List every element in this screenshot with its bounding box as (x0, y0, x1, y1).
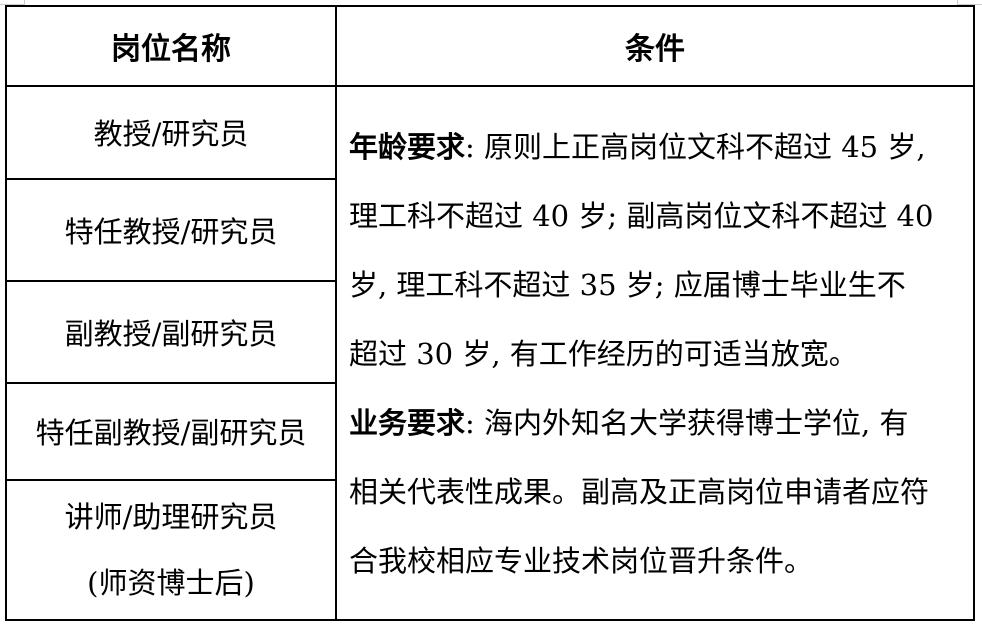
business-requirement-text: : 海内外知名大学获得博士学位, 有 (465, 406, 909, 441)
conditions-cell: 年龄要求: 原则上正高岗位文科不超过 45 岁, 理工科不超过 40 岁; 副高… (335, 85, 975, 621)
business-requirement-text: 相关代表性成果。副高及正高岗位申请者应符 (349, 475, 930, 510)
position-cell: 讲师/助理研究员 (师资博士后) (5, 478, 337, 622)
position-cell: 特任教授/研究员 (5, 177, 337, 282)
table-row: 讲师/助理研究员 (师资博士后) (5, 478, 974, 622)
business-requirement-text: 合我校相应专业技术岗位晋升条件。 (349, 544, 814, 579)
business-requirement-label: 业务要求 (349, 406, 466, 441)
age-requirement-label: 年龄要求 (349, 130, 466, 165)
age-requirement-line: 年龄要求: 原则上正高岗位文科不超过 45 岁, (349, 113, 965, 182)
business-requirement-line: 业务要求: 海内外知名大学获得博士学位, 有 (349, 389, 965, 458)
header-conditions: 条件 (335, 4, 975, 88)
position-cell: 特任副教授/副研究员 (5, 382, 337, 481)
age-requirement-text: 理工科不超过 40 岁; 副高岗位文科不超过 40 (349, 199, 934, 234)
header-row: 岗位名称 条件 (5, 4, 975, 88)
page-corner-mark (0, 0, 25, 5)
page-corner-mark (957, 0, 982, 5)
age-requirement-text: 岁, 理工科不超过 35 岁; 应届博士毕业生不 (349, 268, 906, 303)
position-conditions-table: 岗位名称 条件 教授/研究员 年龄要求: 原则上正高岗位文科不超过 45 岁, … (5, 4, 975, 622)
table-row: 特任教授/研究员 (5, 177, 974, 282)
table-row: 特任副教授/副研究员 (5, 382, 974, 481)
header-position: 岗位名称 (5, 4, 337, 88)
table-row: 副教授/副研究员 (5, 279, 974, 385)
table-row: 教授/研究员 年龄要求: 原则上正高岗位文科不超过 45 岁, 理工科不超过 4… (5, 85, 975, 621)
age-requirement-text: : 原则上正高岗位文科不超过 45 岁, (465, 130, 926, 165)
position-cell: 副教授/副研究员 (5, 279, 337, 385)
position-cell: 教授/研究员 (5, 85, 337, 180)
position-title: 讲师/助理研究员 (64, 499, 278, 534)
position-note: (师资博士后) (87, 565, 255, 600)
age-requirement-text: 超过 30 岁, 有工作经历的可适当放宽。 (349, 337, 858, 372)
